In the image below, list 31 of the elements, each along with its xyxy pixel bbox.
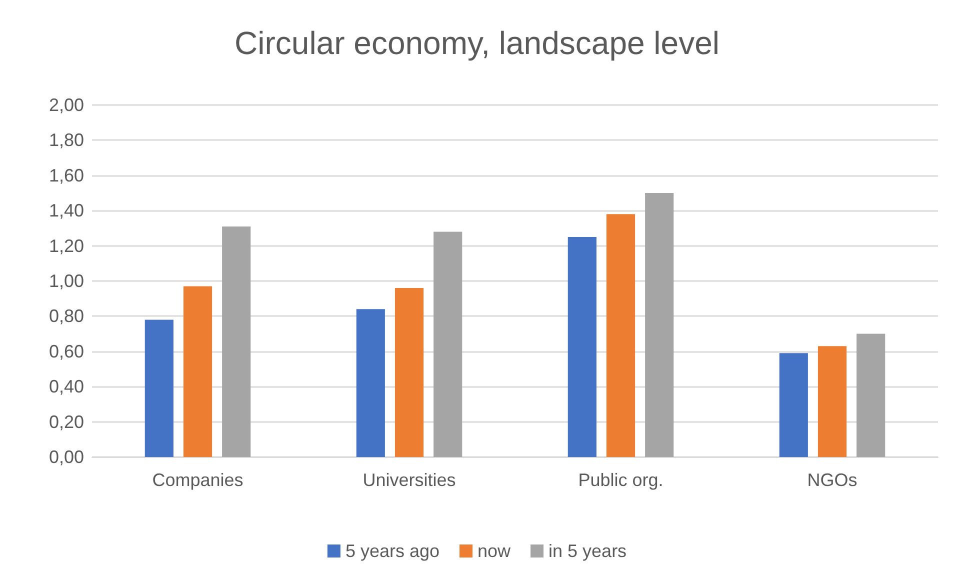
y-tick-label: 0,80: [48, 306, 84, 326]
bar: [606, 214, 636, 457]
x-tick-label: Companies: [152, 470, 244, 490]
bar: [856, 334, 886, 457]
legend-label: 5 years ago: [345, 541, 440, 561]
bar: [779, 353, 808, 457]
bar: [568, 237, 596, 457]
bar: [394, 288, 424, 457]
y-tick-label: 1,40: [48, 200, 84, 221]
y-tick-label: 0,60: [48, 341, 84, 362]
x-tick-label: Public org.: [578, 470, 664, 490]
bar: [434, 232, 462, 457]
bar: [183, 286, 212, 457]
bar: [144, 320, 174, 457]
y-tick-label: 1,80: [48, 130, 84, 150]
legend-label: in 5 years: [548, 541, 627, 561]
y-tick-label: 0,40: [48, 376, 84, 397]
y-tick-label: 0,20: [48, 412, 84, 432]
x-tick-label: NGOs: [807, 470, 858, 490]
bar: [645, 193, 674, 457]
y-tick-label: 0,00: [48, 447, 84, 467]
x-tick-label: Universities: [362, 470, 456, 490]
bar: [356, 309, 385, 457]
y-tick-label: 1,60: [48, 165, 84, 186]
chart-title: Circular economy, landscape level: [234, 25, 720, 61]
y-tick-label: 1,00: [48, 271, 84, 291]
y-tick-label: 1,20: [48, 236, 84, 256]
bar: [222, 226, 251, 457]
bar: [818, 346, 847, 457]
legend-label: now: [478, 541, 512, 561]
y-tick-label: 2,00: [48, 95, 84, 115]
